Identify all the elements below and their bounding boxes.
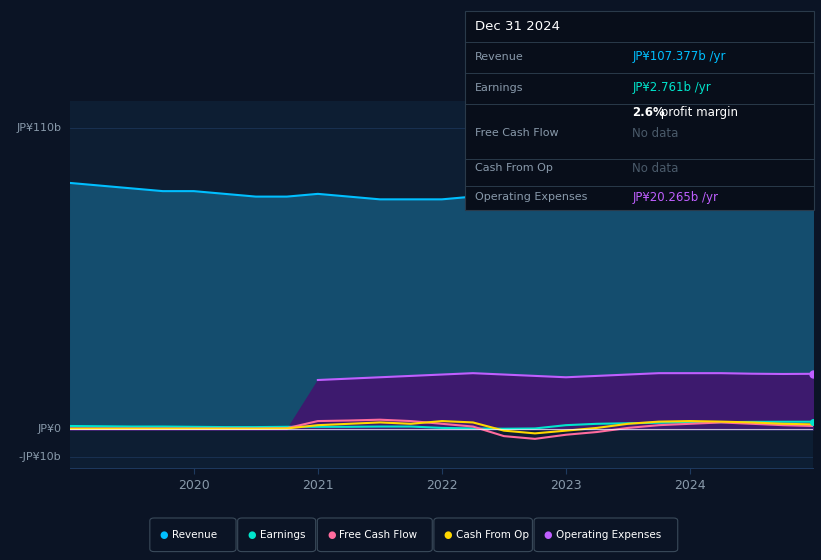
Text: ●: ● xyxy=(443,530,452,540)
Text: JP¥0: JP¥0 xyxy=(38,424,62,434)
Text: JP¥110b: JP¥110b xyxy=(16,123,62,133)
Text: Revenue: Revenue xyxy=(172,530,217,540)
Text: Dec 31 2024: Dec 31 2024 xyxy=(475,20,560,32)
Text: 2.6%: 2.6% xyxy=(632,106,665,119)
Text: profit margin: profit margin xyxy=(657,106,738,119)
Text: No data: No data xyxy=(632,162,678,175)
Text: -JP¥10b: -JP¥10b xyxy=(19,452,62,461)
Text: Revenue: Revenue xyxy=(475,52,524,62)
Text: JP¥107.377b /yr: JP¥107.377b /yr xyxy=(632,50,726,63)
Text: Operating Expenses: Operating Expenses xyxy=(557,530,662,540)
Text: JP¥2.761b /yr: JP¥2.761b /yr xyxy=(632,81,711,94)
Text: ●: ● xyxy=(544,530,553,540)
Text: Earnings: Earnings xyxy=(475,83,524,93)
Text: Cash From Op: Cash From Op xyxy=(456,530,529,540)
Text: Operating Expenses: Operating Expenses xyxy=(475,192,588,202)
Text: No data: No data xyxy=(632,127,678,140)
Text: Free Cash Flow: Free Cash Flow xyxy=(475,128,559,138)
Text: ●: ● xyxy=(159,530,168,540)
Text: Free Cash Flow: Free Cash Flow xyxy=(340,530,418,540)
Text: ●: ● xyxy=(247,530,256,540)
Text: Earnings: Earnings xyxy=(260,530,305,540)
Text: JP¥20.265b /yr: JP¥20.265b /yr xyxy=(632,190,718,204)
Text: Cash From Op: Cash From Op xyxy=(475,164,553,173)
Text: ●: ● xyxy=(327,530,336,540)
